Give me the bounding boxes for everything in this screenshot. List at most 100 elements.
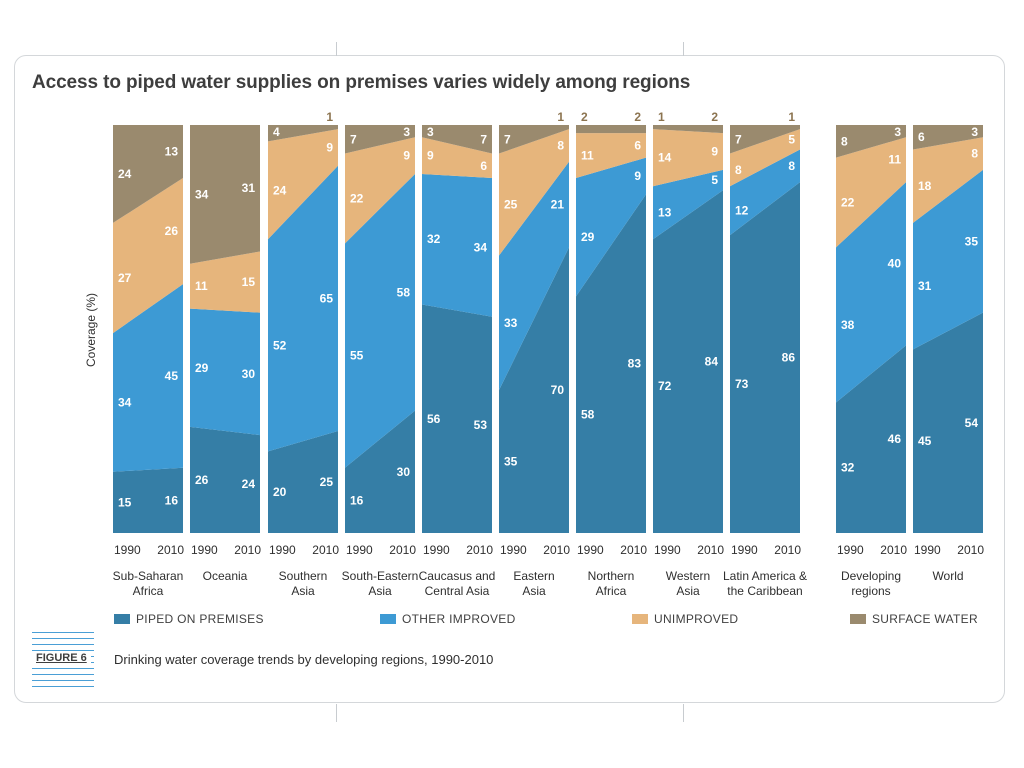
- legend-item-unimproved: UNIMPROVED: [632, 612, 738, 626]
- value-label-unimproved-start: 22: [350, 191, 364, 205]
- area-surface-oceania: [190, 125, 260, 264]
- year-tick-label: 1990: [654, 543, 681, 557]
- region-name-label: Latin America & the Caribbean: [723, 569, 807, 598]
- area-piped-northern-africa: [576, 194, 646, 534]
- year-tick-label: 2010: [157, 543, 184, 557]
- value-label-other-end: 34: [474, 240, 488, 254]
- value-label-other-end: 40: [888, 257, 902, 271]
- value-label-piped-end: 25: [320, 475, 334, 489]
- value-label-surface-start: 1: [658, 110, 665, 124]
- value-label-surface-start: 7: [504, 132, 511, 146]
- value-label-unimproved-end: 8: [557, 138, 564, 152]
- legend-label-other: OTHER IMPROVED: [402, 612, 516, 626]
- y-axis-label: Coverage (%): [84, 293, 98, 367]
- value-label-surface-end: 3: [403, 125, 410, 139]
- value-label-unimproved-start: 25: [504, 198, 518, 212]
- panel-southern-asia: 20 25 52 65 24 9 4 1 1990 2010 Southern Asia: [268, 110, 339, 598]
- year-tick-label: 2010: [697, 543, 724, 557]
- legend-swatch-surface: [850, 614, 866, 624]
- panel-northern-africa: 58 83 29 9 11 6 2 2 1990 2010 Northern Africa: [576, 110, 647, 598]
- value-label-unimproved-start: 14: [658, 151, 672, 165]
- area-other-sub-saharan-africa: [113, 284, 183, 472]
- region-name-label: Sub-Saharan Africa: [113, 569, 184, 598]
- panel-eastern-asia: 35 70 33 21 25 8 7 1 1990 2010 Eastern Asia: [499, 110, 570, 598]
- value-label-other-end: 65: [320, 291, 334, 305]
- area-other-northern-africa: [576, 157, 646, 297]
- year-tick-label: 2010: [543, 543, 570, 557]
- year-tick-label: 1990: [914, 543, 941, 557]
- value-label-surface-start: 34: [195, 187, 209, 201]
- value-label-piped-end: 46: [888, 432, 902, 446]
- value-label-surface-start: 7: [735, 132, 742, 146]
- legend-label-surface: SURFACE WATER: [872, 612, 978, 626]
- value-label-unimproved-start: 27: [118, 271, 132, 285]
- area-piped-south-eastern-asia: [345, 410, 415, 533]
- area-piped-western-asia: [653, 190, 723, 533]
- value-label-other-start: 31: [918, 279, 932, 293]
- value-label-piped-end: 54: [965, 416, 979, 430]
- value-label-surface-start: 6: [918, 130, 925, 144]
- value-label-piped-end: 70: [551, 383, 565, 397]
- page-title: Access to piped water supplies on premis…: [32, 72, 691, 93]
- value-label-piped-start: 58: [581, 408, 595, 422]
- area-unimproved-world: [913, 137, 983, 223]
- area-unimproved-oceania: [190, 251, 260, 313]
- legend-label-piped: PIPED ON PREMISES: [136, 612, 264, 626]
- value-label-other-start: 32: [427, 232, 441, 246]
- area-surface-sub-saharan-africa: [113, 125, 183, 223]
- area-other-southern-asia: [268, 165, 338, 452]
- area-piped-oceania: [190, 426, 260, 533]
- value-label-surface-start: 4: [273, 125, 280, 139]
- value-label-piped-end: 53: [474, 418, 488, 432]
- region-name-label: South-Eastern Asia: [342, 569, 419, 598]
- region-name-label: Oceania: [203, 569, 248, 583]
- legend-swatch-unimproved: [632, 614, 648, 624]
- area-surface-western-asia: [653, 125, 723, 134]
- area-other-western-asia: [653, 169, 723, 240]
- value-label-surface-start: 7: [350, 132, 357, 146]
- region-name-label: Caucasus and Central Asia: [419, 569, 496, 598]
- area-piped-developing-regions: [836, 345, 906, 533]
- value-label-surface-end: 3: [971, 125, 978, 139]
- value-label-other-end: 58: [397, 285, 411, 299]
- value-label-unimproved-end: 9: [711, 145, 718, 159]
- area-piped-southern-asia: [268, 431, 338, 533]
- area-piped-latin-america-the-caribbean: [730, 182, 800, 533]
- area-surface-southern-asia: [268, 125, 338, 142]
- value-label-other-start: 55: [350, 349, 364, 363]
- value-label-surface-end: 2: [634, 110, 641, 124]
- year-tick-label: 1990: [837, 543, 864, 557]
- region-name-label: Western Asia: [666, 569, 710, 598]
- value-label-surface-end: 7: [480, 132, 487, 146]
- year-tick-label: 2010: [957, 543, 984, 557]
- value-label-other-end: 21: [551, 198, 565, 212]
- value-label-piped-start: 20: [273, 485, 287, 499]
- area-unimproved-south-eastern-asia: [345, 137, 415, 244]
- legend-item-other: OTHER IMPROVED: [380, 612, 516, 626]
- region-name-label: Developing regions: [841, 569, 901, 598]
- value-label-unimproved-start: 18: [918, 179, 932, 193]
- value-label-surface-end: 2: [711, 110, 718, 124]
- year-tick-label: 1990: [731, 543, 758, 557]
- area-unimproved-sub-saharan-africa: [113, 178, 183, 334]
- value-label-surface-end: 31: [242, 181, 256, 195]
- area-unimproved-developing-regions: [836, 137, 906, 248]
- value-label-surface-end: 1: [788, 110, 795, 124]
- value-label-piped-end: 84: [705, 355, 719, 369]
- year-tick-label: 1990: [346, 543, 373, 557]
- area-surface-caucasus-and-central-asia: [422, 125, 492, 154]
- area-surface-eastern-asia: [499, 125, 569, 154]
- value-label-other-end: 5: [711, 173, 718, 187]
- panel-caucasus-and-central-asia: 56 53 32 34 9 6 3 7 1990 2010 Caucasus and Central …: [419, 125, 496, 598]
- area-piped-sub-saharan-africa: [113, 467, 183, 533]
- value-label-other-start: 12: [735, 204, 749, 218]
- crop-mark: [683, 42, 684, 56]
- panel-oceania: 26 24 29 30 11 15 34 31 1990 2010 Oceania: [190, 125, 261, 583]
- region-name-label: World: [932, 569, 963, 583]
- value-label-other-end: 9: [634, 169, 641, 183]
- year-tick-label: 1990: [577, 543, 604, 557]
- value-label-other-start: 52: [273, 338, 287, 352]
- value-label-unimproved-end: 6: [480, 159, 487, 173]
- area-other-developing-regions: [836, 182, 906, 403]
- value-label-unimproved-start: 11: [195, 279, 208, 293]
